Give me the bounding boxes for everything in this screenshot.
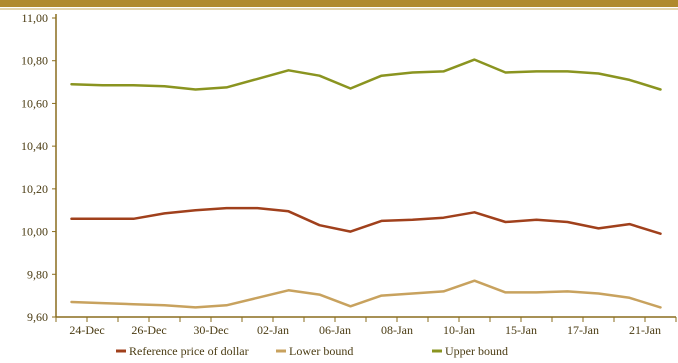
x-tick-label: 26-Dec — [131, 323, 166, 337]
y-tick-label: 10,80 — [21, 54, 48, 68]
y-tick-label: 10,40 — [21, 139, 48, 153]
y-tick-label: 10,00 — [21, 225, 48, 239]
axes — [55, 14, 676, 318]
y-tick-label: 10,60 — [21, 96, 48, 110]
y-tick-label: 11,00 — [21, 11, 48, 25]
series-line-1 — [70, 279, 662, 309]
x-tick-label: 24-Dec — [69, 323, 104, 337]
x-axis-ticks: 24-Dec 26-Dec 30-Dec 02-Jan 06-Jan 08-Jan 10-J… — [55, 317, 677, 337]
x-tick-label: 02-Jan — [257, 323, 289, 337]
x-tick-label: 17-Jan — [567, 323, 599, 337]
x-tick-label: 21-Jan — [629, 323, 661, 337]
y-axis-ticks: 9,60 9,80 10,00 10,20 10,40 10,60 10,80 11,00 — [21, 11, 56, 324]
legend-label-1: Lower bound — [289, 344, 353, 358]
x-tick-label: 10-Jan — [443, 323, 475, 337]
series-lines — [70, 58, 662, 309]
x-tick-label: 15-Jan — [505, 323, 537, 337]
legend-label-0: Reference price of dollar — [129, 344, 249, 358]
y-tick-label: 9,80 — [27, 267, 48, 281]
x-tick-label: 08-Jan — [381, 323, 413, 337]
x-tick-label: 06-Jan — [319, 323, 351, 337]
y-tick-label: 9,60 — [27, 310, 48, 324]
series-line-0 — [70, 206, 662, 235]
y-tick-label: 10,20 — [21, 182, 48, 196]
legend-label-2: Upper bound — [445, 344, 508, 358]
series-line-2 — [70, 58, 662, 91]
x-tick-label: 30-Dec — [193, 323, 228, 337]
legend: Reference price of dollar Lower bound Uppe… — [116, 344, 508, 358]
top-border-bar — [0, 0, 678, 7]
